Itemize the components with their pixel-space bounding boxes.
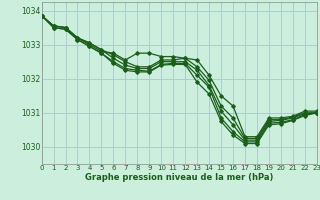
X-axis label: Graphe pression niveau de la mer (hPa): Graphe pression niveau de la mer (hPa) [85,173,273,182]
